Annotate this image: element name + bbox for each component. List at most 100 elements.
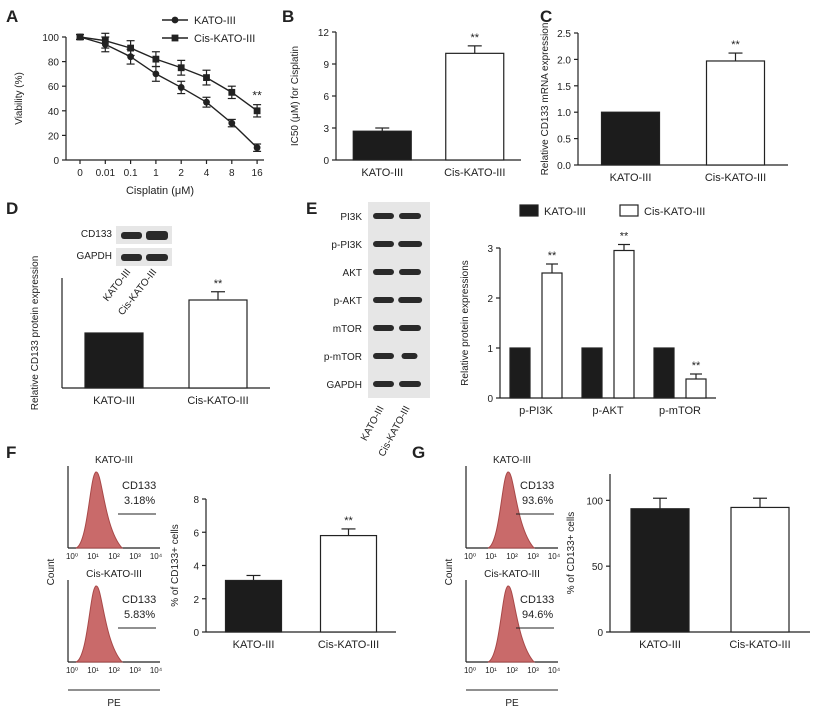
- data-point: [101, 37, 109, 45]
- histogram-tick-label: 10¹: [87, 552, 99, 561]
- panel-letter-e: E: [306, 199, 317, 218]
- histogram-count-label: Count: [46, 558, 57, 585]
- bar: [319, 534, 378, 633]
- bar: [541, 272, 563, 399]
- bar: [84, 332, 144, 389]
- y-tick-label: 40: [48, 107, 60, 118]
- panel-letter-c: C: [540, 7, 552, 26]
- bar: [352, 130, 412, 161]
- histogram-title: Cis-KATO-III: [484, 569, 540, 580]
- bar: [445, 52, 505, 161]
- blot-band: [373, 325, 394, 331]
- panel-letter-b: B: [282, 7, 294, 26]
- y-axis-title: Relative protein expressions: [460, 260, 471, 386]
- blot-band: [398, 297, 423, 303]
- blot-band: [121, 232, 142, 239]
- gate-label: CD133: [122, 480, 156, 492]
- panel-e-grouped-bar-chart: 0 1 2 3 Relative protein expressions ** p-PI3K…: [460, 204, 716, 417]
- legend-swatch: [619, 204, 639, 217]
- bar: [600, 111, 661, 166]
- blot-row-label: GAPDH: [326, 380, 362, 391]
- x-tick-label: 4: [204, 168, 210, 179]
- blot-band: [373, 213, 394, 219]
- legend-label: Cis-KATO-III: [194, 33, 255, 45]
- significance-label: **: [214, 278, 223, 290]
- blot-band: [401, 353, 418, 359]
- histogram-tick-label: 10¹: [485, 552, 497, 561]
- blot-row-label: p-mTOR: [324, 352, 362, 363]
- y-tick-label: 2: [487, 294, 493, 305]
- data-point: [253, 144, 261, 152]
- legend-swatch: [519, 204, 539, 217]
- gate-label: CD133: [520, 480, 554, 492]
- significance-label: **: [692, 360, 701, 372]
- panel-d-bar-chart: Relative CD133 protein expression KATO-II…: [30, 256, 270, 410]
- x-tick-label: 8: [229, 168, 235, 179]
- panel-g-bar-chart: 0 50 100 % of CD133+ cells KATO-III Cis-KATO-…: [566, 474, 810, 651]
- y-tick-label: 9: [323, 60, 329, 71]
- legend-label: Cis-KATO-III: [644, 206, 705, 218]
- blot-band: [146, 231, 168, 240]
- y-tick-label: 0.5: [557, 135, 571, 146]
- histogram-tick-label: 10⁴: [548, 666, 561, 675]
- histogram-tick-label: 10⁰: [464, 666, 476, 675]
- y-tick-label: 3: [487, 244, 493, 255]
- panel-c-bar-chart: 0.0 0.5 1.0 1.5 2.0 2.5 Relative CD133 mRNA ex…: [540, 23, 788, 184]
- blot-band: [399, 269, 421, 275]
- bar: [685, 378, 707, 399]
- y-tick-label: 3: [323, 124, 329, 135]
- x-tick-label: p-mTOR: [659, 405, 701, 417]
- panel-a-line-chart: 0 20 40 60 80 100 Viability (%) 0 0.01 0.1 1 2 4 8 16 C…: [14, 15, 264, 197]
- histogram-title: KATO-III: [493, 455, 531, 466]
- bar: [509, 347, 531, 399]
- histogram-peak: [487, 471, 536, 549]
- data-point: [203, 74, 210, 81]
- blot-band: [373, 269, 394, 275]
- y-axis-title: IC50 (μM) for Cisplatin: [290, 46, 301, 146]
- histogram-tick-label: 10⁴: [150, 552, 163, 561]
- histogram-x-title: PE: [107, 698, 121, 709]
- histogram-title: KATO-III: [95, 455, 133, 466]
- y-tick-label: 0: [53, 156, 59, 167]
- significance-label: **: [470, 32, 479, 44]
- y-tick-label: 100: [586, 496, 603, 507]
- x-tick-label: Cis-KATO-III: [444, 167, 505, 179]
- x-tick-label: Cis-KATO-III: [729, 639, 790, 651]
- data-point: [152, 55, 160, 63]
- y-tick-label: 6: [323, 92, 329, 103]
- significance-label: **: [731, 39, 740, 51]
- data-point: [228, 119, 236, 127]
- histogram-tick-label: 10⁴: [548, 552, 561, 561]
- y-tick-label: 2.5: [557, 29, 571, 40]
- histogram-peak: [487, 585, 536, 663]
- blot-band: [373, 381, 394, 387]
- legend-marker: [171, 34, 179, 42]
- x-tick-label: 0.01: [96, 168, 116, 179]
- histogram-tick-label: 10³: [527, 666, 539, 675]
- histogram-tick-label: 10²: [108, 552, 120, 561]
- panel-letter-d: D: [6, 199, 18, 218]
- bar: [224, 579, 283, 633]
- blot-band: [146, 254, 168, 261]
- y-tick-label: 20: [48, 131, 60, 142]
- histogram-tick-label: 10³: [527, 552, 539, 561]
- panel-letter-f: F: [6, 443, 16, 462]
- legend-label: KATO-III: [544, 206, 586, 218]
- series-line: [79, 36, 258, 112]
- x-tick-label: 1: [153, 168, 159, 179]
- blot-band: [373, 353, 394, 359]
- y-tick-label: 100: [42, 33, 59, 44]
- x-tick-label: 0: [77, 168, 83, 179]
- panel-letter-g: G: [412, 443, 425, 462]
- y-tick-label: 2: [193, 595, 199, 606]
- y-tick-label: 2.0: [557, 55, 571, 66]
- data-point: [76, 33, 84, 41]
- gate-label: CD133: [122, 594, 156, 606]
- histogram-tick-label: 10¹: [87, 666, 99, 675]
- histogram-tick-label: 10⁰: [66, 552, 78, 561]
- blot-band: [121, 254, 142, 261]
- y-axis-title: Viability (%): [14, 72, 25, 125]
- y-tick-label: 80: [48, 58, 60, 69]
- blot-band: [373, 241, 394, 247]
